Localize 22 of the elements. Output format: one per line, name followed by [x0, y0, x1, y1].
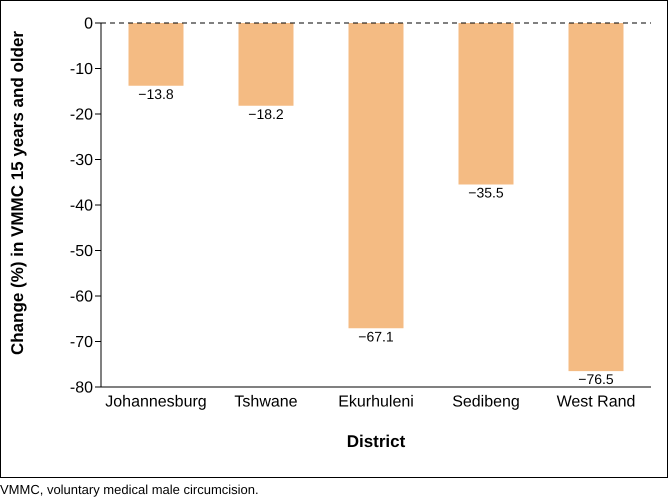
- y-axis-title: Change (%) in VMMC 15 years and older: [8, 30, 28, 355]
- x-axis-title: District: [346, 432, 406, 451]
- y-tick-label: 0: [84, 16, 94, 33]
- text: VMMC, voluntary medical male circumcision.: [0, 482, 259, 497]
- y-tick-label: -40: [70, 198, 94, 215]
- data-label: −76.5: [578, 371, 614, 388]
- x-tick-label: Sedibeng: [452, 393, 520, 410]
- y-tick-label: -60: [70, 288, 94, 306]
- x-tick-label: West Rand: [556, 393, 636, 410]
- y-tick-label: -80: [70, 380, 94, 397]
- x-tick-label: Ekurhuleni: [338, 393, 414, 410]
- y-tick-label: -30: [70, 152, 94, 170]
- data-label: −67.1: [358, 328, 394, 344]
- x-tick-label: Johannesburg: [105, 393, 207, 410]
- y-tick-label: -10: [70, 61, 94, 78]
- y-tick-label: -20: [70, 106, 94, 124]
- data-label: −35.5: [468, 184, 504, 201]
- x-tick-label: Tshwane: [234, 393, 298, 410]
- y-tick-label: -50: [70, 243, 94, 260]
- y-tick-label: -70: [70, 334, 94, 352]
- data-label: −13.8: [138, 86, 174, 102]
- data-label: −18.2: [248, 106, 284, 122]
